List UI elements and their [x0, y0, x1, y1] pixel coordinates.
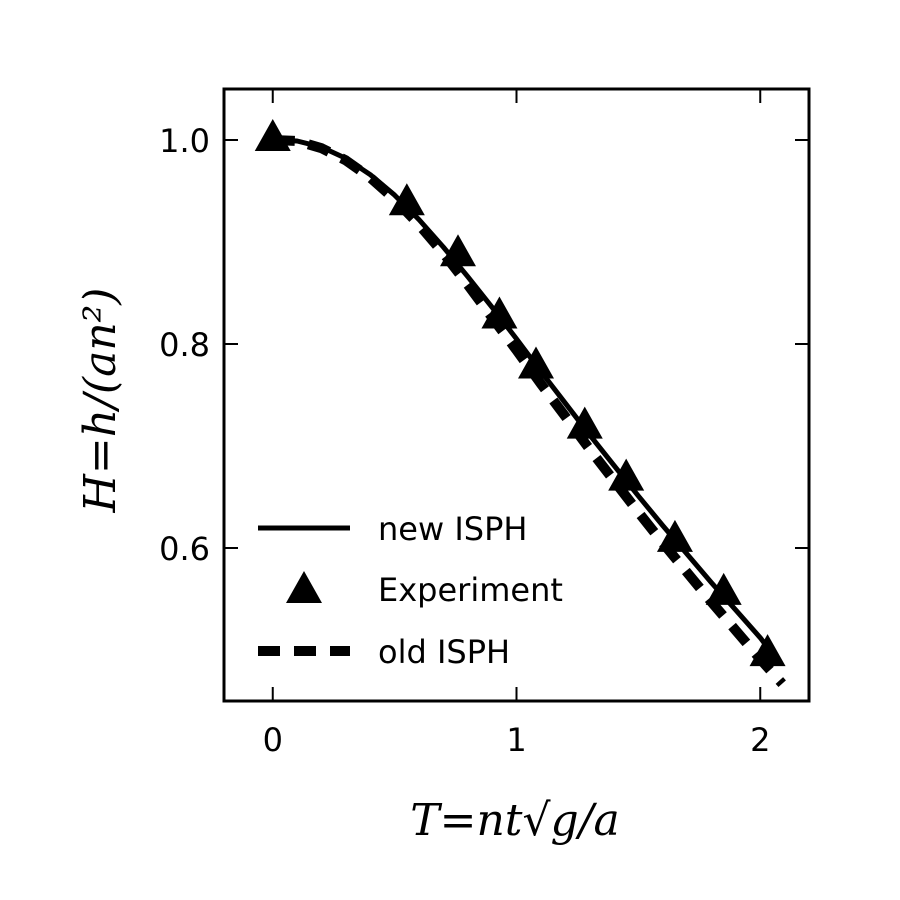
experiment-point: [388, 183, 425, 216]
experiment-point: [705, 572, 742, 605]
experiment-point: [749, 634, 786, 667]
experiment-point: [566, 406, 603, 439]
experiment-point: [518, 346, 554, 379]
legend-label-old-isph: old ISPH: [378, 633, 510, 671]
y-tick-label: 0.8: [159, 326, 210, 364]
x-tick-label: 2: [750, 721, 770, 759]
experiment-point: [656, 519, 693, 552]
x-tick-label: 0: [263, 721, 283, 759]
experiment-point: [481, 296, 518, 329]
legend-label-new-isph: new ISPH: [378, 510, 527, 548]
experiment-point: [608, 458, 645, 491]
legend-label-experiment: Experiment: [378, 571, 563, 609]
y-tick-label: 0.6: [159, 530, 210, 568]
new-isph-line: [272, 137, 780, 662]
series-layer: [254, 119, 786, 688]
experiment-point: [440, 234, 476, 267]
y-axis-label: H=h/(an²): [75, 288, 126, 514]
y-tick-label: 1.0: [159, 122, 210, 160]
legend: new ISPH Experiment old ISPH: [258, 510, 563, 671]
ticks-layer: 0 1 2 0.6 0.8 1.0: [159, 89, 809, 759]
legend-marker-experiment: [286, 571, 322, 603]
x-tick-label: 1: [506, 721, 526, 759]
plot-area: 0 1 2 0.6 0.8 1.0: [159, 87, 811, 759]
x-axis-label: T=nt√g/a: [410, 795, 620, 846]
plot-frame: [222, 87, 811, 703]
experiment-point: [254, 119, 291, 151]
